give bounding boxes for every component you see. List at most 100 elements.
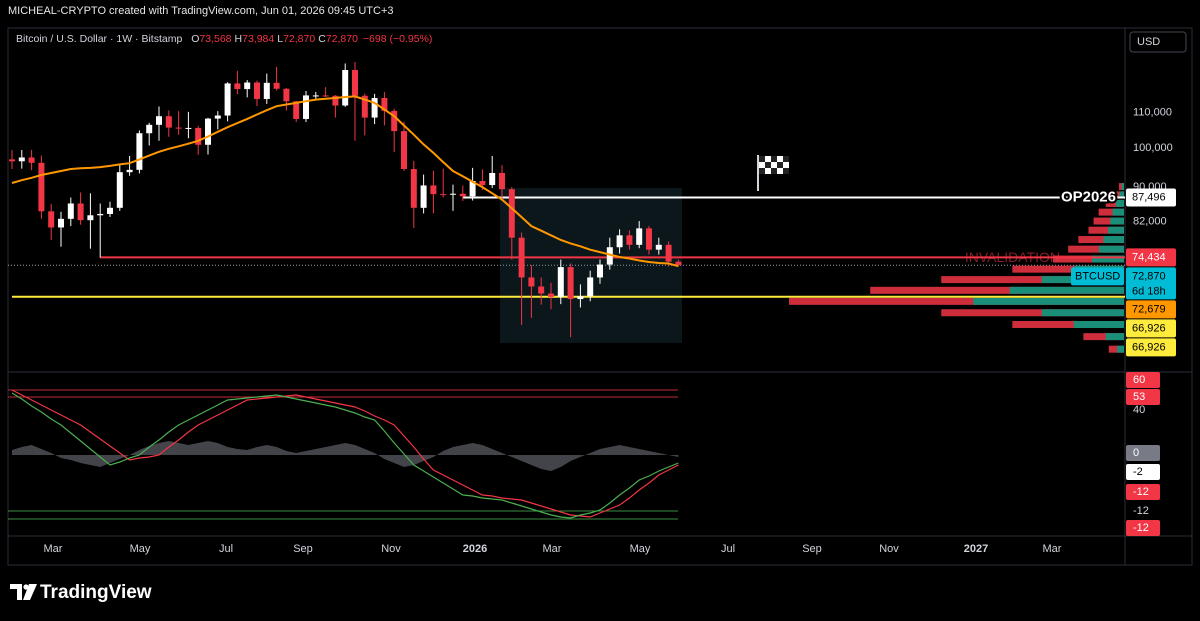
ohlc-value: 72,870	[283, 33, 316, 45]
candle-body	[587, 277, 594, 297]
symbol-legend: Bitcoin / U.S. Dollar · 1W · Bitstamp O7…	[16, 33, 432, 45]
volume-profile-up	[1041, 309, 1124, 317]
candle-body	[303, 95, 309, 119]
price-tag: BTCUSD	[1075, 270, 1120, 282]
price-change: −698 (−0.95%)	[362, 33, 433, 45]
candle-body	[597, 264, 603, 278]
volume-profile-bar	[1118, 183, 1124, 191]
credit: MICHEAL-CRYPTO created with TradingView.…	[8, 5, 394, 17]
candle-body	[646, 228, 652, 250]
price-label-box	[1126, 267, 1176, 300]
finish-flag	[757, 155, 789, 191]
price-label: 66,926	[1132, 341, 1166, 353]
volume-profile-bar	[1098, 208, 1124, 216]
candle-body	[626, 235, 633, 245]
volume-profile-bar	[1083, 333, 1124, 341]
volume-profile-bar	[870, 286, 1124, 294]
moving-average	[11, 95, 679, 268]
volume-profile-bar	[1088, 226, 1124, 234]
candle-body	[675, 261, 682, 266]
tradingview-logo	[10, 584, 37, 600]
ohlc-key: H	[234, 33, 243, 45]
indicator-axis-label: -12	[1133, 505, 1149, 517]
candle-body	[440, 194, 447, 196]
x-tick-label: Nov	[879, 543, 899, 555]
candle-body	[655, 244, 662, 250]
volume-profile-up	[1103, 236, 1124, 244]
ohlc-key: L	[277, 33, 284, 45]
indicator-line	[11, 389, 679, 518]
candle-body	[254, 82, 260, 99]
candle-body	[548, 293, 554, 297]
candle-body	[322, 95, 329, 97]
x-tick-label: 2027	[964, 543, 988, 555]
x-tick-label: May	[130, 543, 151, 555]
indicator-axis-box	[1126, 372, 1160, 388]
volume-profile-up	[1112, 208, 1124, 216]
candle-body	[665, 244, 672, 262]
candle-body	[9, 159, 15, 162]
candle-body	[293, 101, 300, 119]
x-tick-label: Jul	[721, 543, 735, 555]
indicator-line	[11, 392, 679, 519]
y-tick-label: 100,000	[1133, 142, 1173, 154]
symbol: Bitcoin / U.S. Dollar · 1W · Bitstamp	[16, 33, 183, 45]
currency-button[interactable]	[1129, 31, 1187, 53]
candle-body	[606, 247, 613, 265]
candle-body	[234, 83, 241, 90]
candle-body	[332, 95, 339, 106]
volume-profile-bar	[1012, 320, 1124, 328]
volume-profile-bar	[1068, 245, 1124, 253]
price-label: 74,434	[1132, 251, 1166, 263]
candle-body	[146, 124, 153, 134]
volume-profile-up	[1108, 226, 1124, 234]
price-tag-box	[1071, 267, 1124, 286]
x-tick-label: Mar	[44, 543, 63, 555]
x-tick-label: Jul	[219, 543, 233, 555]
candle-body	[185, 127, 192, 129]
candle-body	[361, 95, 368, 118]
indicator-axis-box	[1126, 520, 1160, 536]
candle-body	[77, 203, 84, 221]
volume-profile-bar	[1012, 265, 1124, 273]
candle-body	[459, 193, 466, 197]
volume-profile-bar	[1052, 255, 1124, 263]
candle-body	[567, 267, 574, 300]
x-tick-label: Nov	[381, 543, 401, 555]
x-tick-label: May	[630, 543, 651, 555]
indicator-histogram	[12, 441, 679, 471]
candle-body	[18, 157, 25, 162]
candle-body	[381, 98, 388, 111]
volume-profile-up	[1092, 255, 1124, 263]
candle-body	[528, 277, 535, 287]
candle-body	[342, 70, 349, 106]
x-tick-label: Mar	[1043, 543, 1062, 555]
candle-body	[636, 228, 643, 245]
candle-body	[499, 172, 505, 190]
candle-body	[469, 180, 476, 197]
indicator-axis-label: -12	[1133, 522, 1149, 534]
candle-body	[107, 207, 113, 214]
ohlc-value: 73,568	[199, 33, 232, 45]
indicator-axis-label: 60	[1133, 374, 1145, 386]
currency-label: USD	[1137, 36, 1160, 48]
x-tick-label: Sep	[802, 543, 822, 555]
volume-profile-bar	[1113, 191, 1124, 199]
volume-profile-up	[1105, 333, 1124, 341]
candle-body	[410, 169, 417, 208]
candle-body	[38, 162, 45, 212]
y-tick-label: 110,000	[1133, 107, 1172, 119]
candle-body	[312, 95, 319, 97]
candle-body	[391, 110, 398, 132]
volume-profile-up	[1009, 286, 1124, 294]
candle-body	[518, 237, 525, 278]
candle-body	[244, 82, 251, 90]
indicator-axis-label: -2	[1133, 466, 1143, 478]
candle-body	[205, 118, 211, 145]
candle-body	[116, 172, 123, 208]
candle-body	[401, 131, 407, 170]
candle-body	[67, 203, 74, 219]
volume-profile-up	[1117, 345, 1124, 353]
candle-body	[28, 157, 35, 163]
